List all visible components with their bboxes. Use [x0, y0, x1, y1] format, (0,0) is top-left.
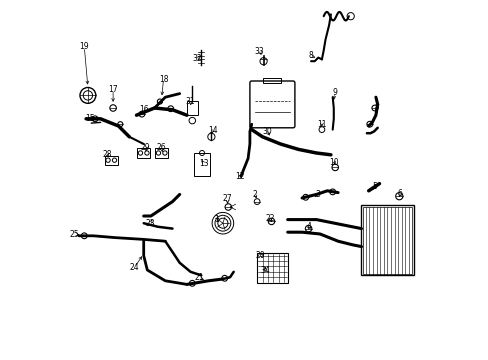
Text: 17: 17 [108, 85, 118, 94]
Text: 7: 7 [374, 104, 379, 113]
Text: 28: 28 [102, 150, 111, 159]
Text: 19: 19 [80, 42, 89, 51]
Text: 11: 11 [317, 120, 326, 129]
Text: 22: 22 [265, 214, 275, 223]
Text: 16: 16 [139, 105, 148, 114]
Bar [361, 205, 413, 275]
Bar [104, 156, 118, 165]
Text: 15: 15 [85, 114, 94, 123]
Text: 18: 18 [159, 75, 168, 84]
Text: 10: 10 [329, 158, 339, 167]
Text: 14: 14 [208, 126, 218, 135]
Text: 2: 2 [252, 190, 257, 199]
Text: 1: 1 [214, 215, 218, 224]
Bar [257, 253, 287, 283]
Text: 6: 6 [397, 189, 402, 198]
Bar [186, 101, 197, 115]
Text: 25: 25 [70, 230, 79, 239]
Text: 12: 12 [235, 172, 244, 181]
Bar [137, 148, 150, 158]
Text: 3: 3 [314, 190, 319, 199]
Text: 32: 32 [192, 54, 202, 63]
Bar [155, 148, 168, 158]
Bar [194, 153, 210, 176]
Text: 4: 4 [306, 222, 311, 231]
Text: 34: 34 [260, 266, 270, 275]
Text: 8: 8 [308, 51, 313, 60]
Bar [363, 207, 411, 274]
Text: 9: 9 [331, 89, 336, 98]
Text: 31: 31 [185, 97, 195, 106]
Text: 26: 26 [157, 143, 166, 152]
Bar [262, 78, 280, 83]
Text: 29: 29 [141, 143, 150, 152]
Text: 24: 24 [130, 263, 139, 272]
Text: 21: 21 [194, 274, 204, 282]
Text: 20: 20 [255, 251, 265, 260]
Text: 13: 13 [199, 159, 208, 168]
Text: 5: 5 [372, 182, 377, 191]
Text: 30: 30 [262, 127, 271, 136]
Text: 27: 27 [223, 194, 232, 203]
Text: 23: 23 [145, 219, 155, 228]
Text: 33: 33 [254, 47, 264, 56]
